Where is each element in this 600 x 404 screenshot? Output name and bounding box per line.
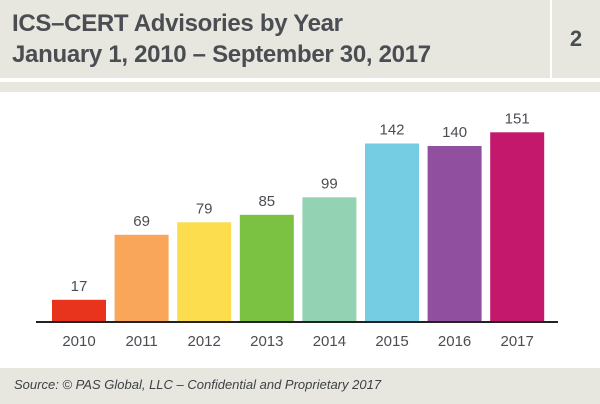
x-tick-label-2015: 2015 xyxy=(375,333,408,350)
x-tick-label-2016: 2016 xyxy=(438,333,471,350)
x-tick-label-2010: 2010 xyxy=(62,333,95,350)
bar-2016 xyxy=(427,146,482,321)
x-tick-label-2014: 2014 xyxy=(313,333,346,350)
bar-2014 xyxy=(302,197,357,322)
x-tick-label-2012: 2012 xyxy=(188,333,221,350)
x-tick-label-2013: 2013 xyxy=(250,333,283,350)
bar-2010 xyxy=(52,299,106,322)
source-note: Source: © PAS Global, LLC – Confidential… xyxy=(14,377,382,392)
data-label-2016: 140 xyxy=(442,124,467,141)
data-label-2014: 99 xyxy=(321,175,338,192)
slide-number: 2 xyxy=(550,0,600,78)
bar-2017 xyxy=(490,132,545,322)
title-line-2: January 1, 2010 – September 30, 2017 xyxy=(12,41,431,68)
bar-2011 xyxy=(114,234,169,322)
bar-2015 xyxy=(365,143,419,321)
data-label-2012: 79 xyxy=(196,200,213,217)
data-label-2011: 69 xyxy=(133,213,150,230)
title-line-1: ICS–CERT Advisories by Year xyxy=(12,10,343,37)
data-label-2015: 142 xyxy=(379,122,404,139)
x-tick-label-2017: 2017 xyxy=(501,333,534,350)
advisories-bar-chart: 17 2010 69 2011 79 2012 85 2013 99 2014 142 2015 140… xyxy=(36,110,558,350)
data-label-2017: 151 xyxy=(505,110,530,127)
data-label-2010: 17 xyxy=(71,278,88,295)
footer: Source: © PAS Global, LLC – Confidential… xyxy=(0,368,600,404)
header-divider-band xyxy=(0,82,600,92)
bar-2013 xyxy=(239,214,294,322)
x-tick-label-2011: 2011 xyxy=(125,333,157,350)
header: ICS–CERT Advisories by Year January 1, 2… xyxy=(0,0,600,80)
bar-2012 xyxy=(177,222,232,322)
data-label-2013: 85 xyxy=(258,193,275,210)
